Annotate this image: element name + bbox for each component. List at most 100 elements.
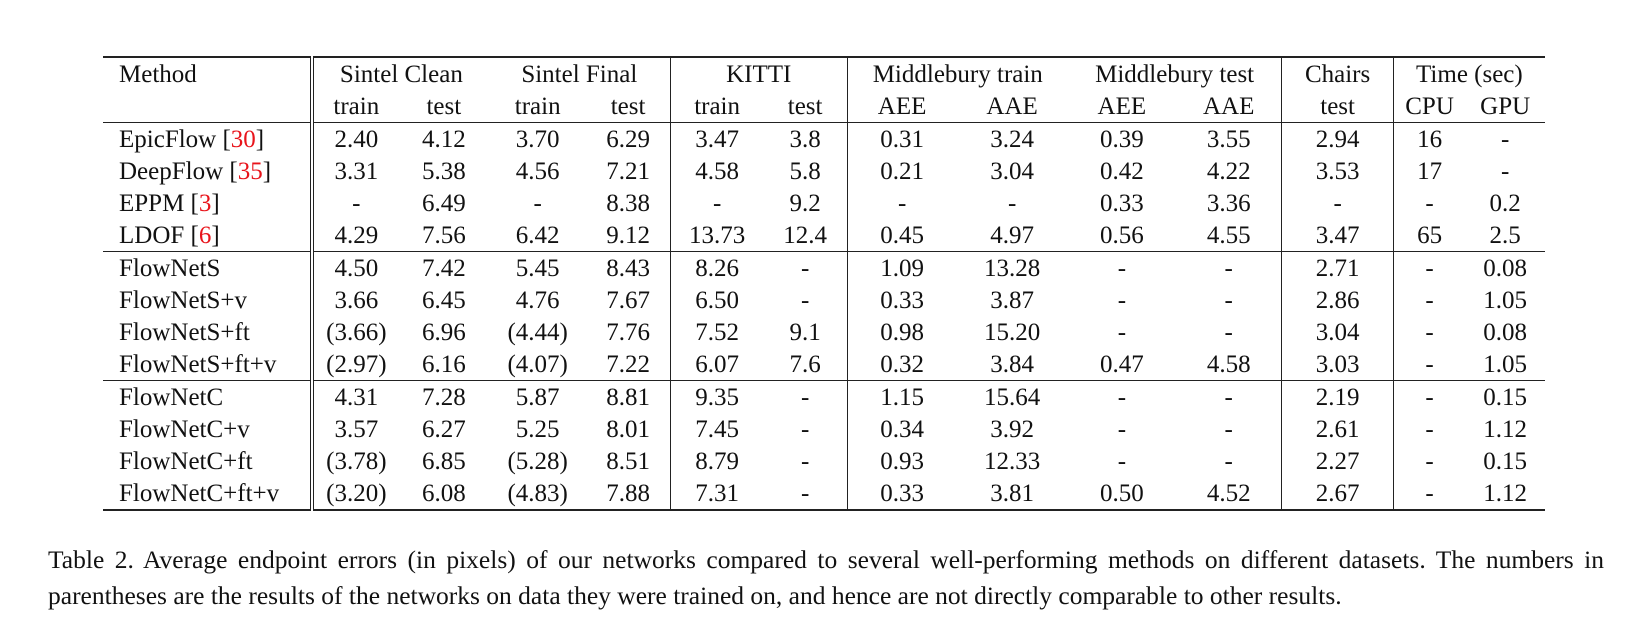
value-cell: 7.28 — [398, 380, 489, 413]
method-name: FlowNetC+ft — [103, 445, 314, 477]
citation-link[interactable]: 6 — [198, 221, 212, 249]
value-cell: 5.38 — [421, 157, 466, 185]
middlebury-train-header: Middlebury train — [847, 56, 1068, 90]
value-cell: 4.58 — [1175, 348, 1283, 381]
table-row: EpicFlow [30] 2.40 4.12 3.70 6.29 3.47 3.8 0.31… — [103, 122, 1545, 155]
value-cell: 1.12 — [1483, 415, 1528, 443]
subheader-cell: AEE — [1097, 92, 1147, 120]
value-cell: 3.87 — [990, 286, 1034, 314]
value-cell: 7.6 — [763, 348, 848, 381]
method-label: FlowNetS+ft+v — [119, 350, 277, 378]
table-row: LDOF [6] 4.29 7.56 6.42 9.12 13.73 12.4 0.45 4.9… — [103, 219, 1545, 252]
method-label: LDOF [ — [119, 221, 199, 249]
method-name: DeepFlow [35] — [103, 155, 314, 187]
table-caption: Table 2. Average endpoint errors (in pix… — [48, 545, 1604, 610]
value-cell: 2.71 — [1281, 251, 1394, 284]
value-cell: 0.47 — [1099, 350, 1144, 378]
table-row: FlowNetS+ft (3.66) 6.96 (4.44) 7.76 7.52 9.1 0.… — [103, 316, 1545, 348]
value-cell: 0.33 — [880, 286, 924, 314]
value-cell: 3.47 — [1281, 219, 1394, 252]
value-cell: 13.73 — [688, 221, 746, 249]
value-cell: 5.8 — [763, 155, 848, 187]
value-cell: 7.88 — [586, 477, 671, 511]
method-label: FlowNetS+v — [119, 286, 248, 314]
value-cell: - — [1425, 286, 1434, 314]
value-cell: (4.07) — [507, 350, 568, 378]
value-cell: (3.78) — [326, 447, 387, 475]
value-cell: 2.5 — [1489, 221, 1521, 249]
value-cell: 1.15 — [847, 380, 957, 413]
value-cell: 0.08 — [1465, 251, 1545, 284]
value-cell: 3.04 — [1281, 316, 1394, 348]
value-cell: 4.55 — [1175, 219, 1283, 252]
subheader-cell: test — [426, 92, 462, 120]
value-cell: 3.8 — [763, 122, 848, 155]
value-cell: 3.57 — [334, 415, 379, 443]
value-cell: - — [1393, 251, 1466, 284]
subheader-cell: AAE — [1175, 90, 1283, 123]
value-cell: - — [763, 251, 848, 284]
citation-link[interactable]: 35 — [237, 157, 263, 185]
value-cell: - — [352, 189, 361, 217]
method-name: EpicFlow [30] — [103, 122, 314, 155]
method-name: FlowNetS+ft — [103, 316, 314, 348]
value-cell: 0.15 — [1465, 380, 1545, 413]
value-cell: 7.67 — [586, 284, 671, 316]
value-cell: - — [1175, 413, 1283, 445]
value-cell: 65 — [1417, 221, 1443, 249]
value-cell: 1.05 — [1483, 350, 1528, 378]
value-cell: 1.09 — [847, 251, 957, 284]
method-label: FlowNetS — [119, 254, 221, 282]
value-cell: 4.12 — [398, 122, 489, 155]
value-cell: 4.31 — [311, 380, 399, 413]
value-cell: 2.19 — [1281, 380, 1394, 413]
value-cell: - — [1175, 251, 1283, 284]
value-cell: 7.22 — [586, 348, 671, 381]
citation-bracket: ] — [211, 221, 220, 249]
value-cell: - — [1465, 122, 1545, 155]
value-cell: - — [1425, 415, 1434, 443]
subheader-cell: CPU — [1405, 92, 1454, 120]
citation-bracket: ] — [262, 157, 272, 185]
value-cell: 6.49 — [421, 189, 466, 217]
method-label: FlowNetC+ft — [119, 447, 253, 475]
value-cell: (3.66) — [326, 318, 387, 346]
method-label: FlowNetC+ft+v — [119, 479, 280, 507]
value-cell: 3.31 — [334, 157, 379, 185]
table-row: FlowNetC+v 3.57 6.27 5.25 8.01 7.45-0.34 3.92-… — [103, 413, 1545, 445]
value-cell: 7.21 — [586, 155, 671, 187]
value-cell: 0.45 — [880, 221, 924, 249]
value-cell: 7.42 — [398, 251, 489, 284]
value-cell: 8.01 — [586, 413, 671, 445]
value-cell: 15.64 — [956, 380, 1068, 413]
method-name: FlowNetC — [103, 380, 314, 413]
value-cell: 9.2 — [763, 187, 848, 219]
value-cell: 4.97 — [990, 221, 1034, 249]
value-cell: 8.51 — [586, 445, 671, 477]
value-cell: 0.21 — [880, 157, 924, 185]
value-cell: 7.52 — [695, 318, 739, 346]
kitti-header: KITTI — [670, 56, 848, 90]
value-cell: 8.38 — [586, 187, 671, 219]
value-cell: - — [763, 284, 848, 316]
citation-link[interactable]: 3 — [198, 189, 212, 217]
value-cell: 7.31 — [670, 477, 764, 511]
value-cell: 7.56 — [421, 221, 466, 249]
value-cell: 3.03 — [1281, 348, 1394, 381]
value-cell: - — [712, 189, 722, 217]
value-cell: 6.29 — [586, 122, 671, 155]
method-name: FlowNetS+v — [103, 284, 314, 316]
value-cell: - — [763, 445, 848, 477]
citation-link[interactable]: 30 — [230, 125, 256, 153]
method-label: DeepFlow [ — [119, 157, 238, 185]
value-cell: 3.04 — [990, 157, 1034, 185]
value-cell: 0.33 — [847, 477, 957, 511]
value-cell: (5.28) — [507, 447, 568, 475]
value-cell: 2.61 — [1281, 413, 1394, 445]
value-cell: - — [1281, 187, 1394, 219]
value-cell: 6.08 — [398, 477, 489, 511]
value-cell: 6.85 — [421, 447, 466, 475]
value-cell: 13.28 — [956, 251, 1068, 284]
value-cell: - — [763, 380, 848, 413]
table-row: FlowNetS 4.50 7.42 5.45 8.43 8.26-1.09 13.28- -… — [103, 251, 1545, 284]
